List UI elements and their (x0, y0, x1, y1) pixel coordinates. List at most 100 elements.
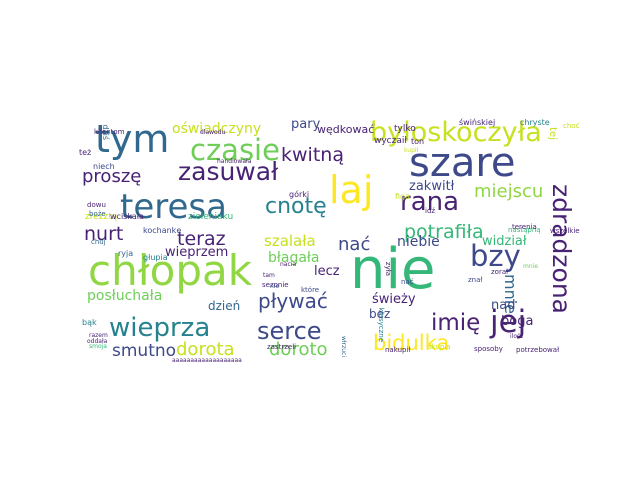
word-75: nastąpną (508, 226, 541, 234)
word-91: włrzuci (340, 336, 347, 357)
word-82: które (301, 286, 319, 294)
word-27: doroto (269, 339, 328, 360)
word-35: zakwitł (409, 179, 455, 194)
word-50: wyczaił (374, 136, 407, 146)
word-87: nakupił (385, 346, 410, 354)
word-14: rana (400, 187, 459, 217)
word-62: chuj (91, 238, 106, 246)
word-41: świeży (372, 292, 416, 307)
word-25: potrafiła (404, 221, 484, 243)
word-67: klientom (94, 128, 125, 136)
word-61: boże (89, 210, 106, 218)
word-68: świńskiej (459, 117, 495, 127)
word-29: nać (338, 234, 370, 255)
word-3: szare (409, 140, 516, 186)
word-71: kupił (404, 147, 419, 154)
word-92: ilość (510, 333, 523, 340)
word-12: bzy (470, 239, 521, 273)
word-98: aaaaaaaaaaaaaaaaaaa (172, 357, 242, 364)
word-72: górki (289, 189, 309, 199)
word-69: chryste (520, 118, 550, 127)
word-94: nie (270, 283, 279, 290)
word-15: serce (257, 317, 322, 345)
word-97: dlawodu (200, 129, 226, 136)
word-8: zasuwał (178, 157, 279, 186)
word-17: imię (431, 310, 480, 336)
word-23: pływać (258, 289, 328, 313)
word-86: zastrzeli (267, 343, 296, 351)
word-4: tym (95, 117, 169, 161)
word-45: wędkować (317, 123, 374, 136)
word-10: wieprza (109, 313, 210, 343)
word-76: wszelkie (550, 227, 580, 235)
word-21: nurt (84, 223, 123, 245)
word-46: tej (547, 127, 558, 140)
word-16: cnotę (265, 194, 327, 219)
word-64: razem (89, 332, 108, 339)
word-24: miejscu (474, 181, 543, 202)
word-44: pary (291, 117, 321, 132)
word-2: chłopak (88, 246, 253, 295)
word-52: wciskała (110, 212, 144, 221)
word-60: dowu (87, 201, 106, 209)
word-89: sposoby (474, 345, 503, 353)
word-95: tam (263, 272, 275, 279)
word-cloud-words: nie chłopak szare tym teresa laj czasiezasuwał… (79, 117, 580, 364)
word-58: dziś (101, 124, 111, 140)
word-43: wieprzem (165, 245, 228, 260)
word-39: nad (491, 298, 515, 313)
word-20: proszę (82, 166, 141, 187)
word-81: idź (425, 207, 435, 215)
word-22: teraz (177, 228, 226, 250)
word-9: byłoskoczyła (370, 117, 542, 148)
word-32: posłuchała (87, 288, 162, 304)
word-34: błagała (268, 250, 319, 266)
word-65: smoja (89, 343, 107, 350)
word-90: potrzebował (516, 346, 559, 354)
word-37: niebie (397, 234, 440, 250)
word-57: też (79, 148, 91, 157)
word-84: nacia (280, 261, 296, 268)
word-40: lecz (314, 264, 340, 279)
word-11: jej (489, 304, 526, 340)
word-96: handlowała (217, 158, 252, 165)
word-31: oświadczyny (172, 121, 261, 137)
word-85: klasyczne (377, 308, 385, 342)
word-33: szalała (264, 232, 316, 250)
word-70: choć (563, 122, 580, 130)
word-54: kochankę (143, 226, 181, 235)
word-38: boga (501, 314, 533, 329)
word-74: zyła (384, 262, 392, 276)
word-80: nać (401, 278, 414, 286)
word-7: czasie (190, 133, 280, 167)
word-28: smutno (112, 341, 176, 361)
word-83: sezonie (262, 281, 289, 289)
word-77: terenia (512, 223, 537, 231)
word-30: mnie (501, 274, 520, 314)
word-79: znał (468, 276, 482, 284)
word-88: skupia (428, 343, 451, 351)
word-13: zdradzona (547, 184, 576, 314)
word-6: laj (329, 168, 373, 212)
word-47: ton (411, 137, 424, 146)
word-1: nie (350, 237, 436, 302)
word-73: figa (395, 192, 410, 201)
word-51: zrezztą (85, 212, 118, 222)
word-18: bidulka (373, 331, 449, 355)
word-19: kwitną (281, 144, 344, 166)
word-42: dzień (208, 299, 240, 313)
word-93: mnie (523, 263, 538, 270)
word-26: dorota (176, 339, 235, 360)
word-5: teresa (120, 187, 227, 227)
word-66: oddała (87, 338, 108, 345)
word-56: głupia (143, 253, 168, 262)
word-49: tylko (394, 124, 416, 134)
word-36: widział (482, 234, 527, 249)
word-63: bąk (82, 318, 97, 327)
word-55: ryja (118, 249, 133, 258)
word-59: niech (93, 162, 115, 171)
word-78: zoral (491, 268, 508, 276)
word-53: zieleniaku (188, 212, 233, 222)
